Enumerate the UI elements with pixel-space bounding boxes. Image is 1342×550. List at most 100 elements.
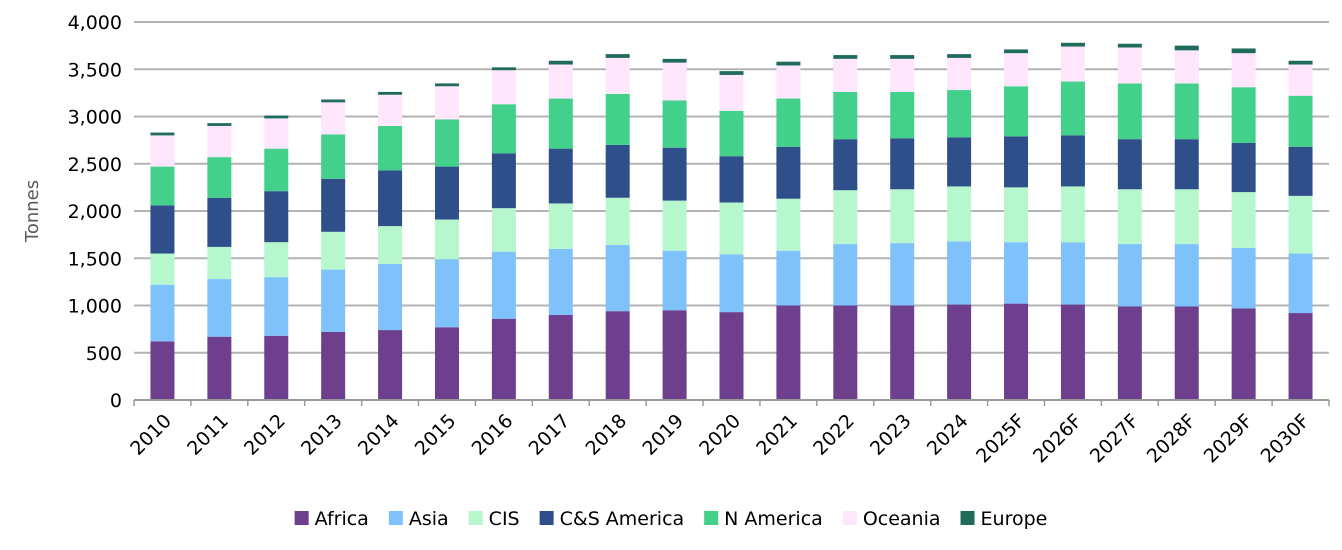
bar-segment-asia-2015 <box>434 259 459 328</box>
bar-segment-africa-2019 <box>662 310 687 400</box>
x-tick-label: 2016 <box>468 410 518 460</box>
bar-segment-asia-2011 <box>207 279 232 337</box>
x-tick-label: 2019 <box>638 410 688 460</box>
bar-segment-cis-2010 <box>150 253 175 285</box>
bar-segment-asia-2017 <box>548 248 573 315</box>
bar-segment-africa-2022 <box>833 305 858 400</box>
bar-segment-c-s-america-2018 <box>605 144 630 198</box>
bar-segment-europe-2018 <box>605 54 630 58</box>
bar-segment-cis-2029f <box>1231 192 1256 248</box>
bar-segment-oceania-2027f <box>1117 47 1142 84</box>
x-tick-label: 2015 <box>411 410 461 460</box>
bar-segment-cis-2028f <box>1174 189 1199 245</box>
bar-segment-c-s-america-2030f <box>1288 146 1313 196</box>
bar-segment-europe-2019 <box>662 58 687 63</box>
bar-segment-c-s-america-2020 <box>719 156 744 203</box>
bar-segment-cis-2016 <box>491 208 516 252</box>
bar-segment-africa-2017 <box>548 314 573 400</box>
legend-swatch <box>294 511 309 525</box>
bar-segment-africa-2025f <box>1004 303 1029 400</box>
bar-segment-africa-2011 <box>207 336 232 400</box>
bar-segment-oceania-2020 <box>719 74 744 111</box>
y-axis-title: Tonnes <box>22 180 43 243</box>
x-tick-label: 2020 <box>695 410 745 460</box>
bar-segment-cis-2026f <box>1060 186 1085 243</box>
y-tick-label: 1,500 <box>68 248 122 270</box>
bar-segment-oceania-2013 <box>321 102 346 135</box>
bar-segment-asia-2028f <box>1174 244 1199 307</box>
bar-segment-n-america-2015 <box>434 119 459 167</box>
x-tick-label: 2024 <box>923 410 973 460</box>
bar-segment-europe-2023 <box>890 55 915 59</box>
x-tick-label: 2023 <box>866 410 916 460</box>
bar-segment-n-america-2021 <box>776 98 801 147</box>
bar-segment-asia-2020 <box>719 254 744 313</box>
y-tick-label: 4,000 <box>68 12 122 34</box>
bar-segment-europe-2029f <box>1231 48 1256 54</box>
bar-segment-africa-2015 <box>434 327 459 400</box>
bar-segment-africa-2018 <box>605 311 630 400</box>
x-tick-label: 2028F <box>1143 410 1200 467</box>
bar-segment-africa-2028f <box>1174 306 1199 400</box>
bar-segment-oceania-2030f <box>1288 64 1313 96</box>
bar-segment-asia-2022 <box>833 244 858 306</box>
y-tick-label: 3,000 <box>68 107 122 129</box>
bar-segment-n-america-2025f <box>1004 86 1029 137</box>
bar-segment-n-america-2019 <box>662 100 687 148</box>
bars <box>150 42 1313 400</box>
bar-segment-asia-2026f <box>1060 242 1085 305</box>
bar-segment-cis-2027f <box>1117 189 1142 245</box>
bar-segment-cis-2025f <box>1004 187 1029 243</box>
bar-segment-asia-2018 <box>605 245 630 312</box>
legend-item-europe: Europe <box>960 508 1047 530</box>
bar-segment-c-s-america-2021 <box>776 146 801 199</box>
bar-segment-africa-2014 <box>378 330 403 400</box>
bar-segment-cis-2015 <box>434 219 459 260</box>
bar-segment-c-s-america-2024 <box>947 137 972 187</box>
bar-segment-oceania-2021 <box>776 65 801 99</box>
bar-segment-europe-2024 <box>947 54 972 58</box>
bar-segment-europe-2012 <box>264 115 289 119</box>
bar-segment-n-america-2017 <box>548 98 573 149</box>
legend-swatch <box>388 511 403 525</box>
bar-segment-europe-2017 <box>548 60 573 65</box>
x-tick-label: 2013 <box>297 410 347 460</box>
x-tick-label: 2017 <box>525 410 575 460</box>
legend-label: N America <box>724 508 823 530</box>
bar-segment-africa-2024 <box>947 304 972 400</box>
bar-segment-n-america-2012 <box>264 148 289 192</box>
bar-segment-n-america-2030f <box>1288 95 1313 147</box>
bar-segment-n-america-2026f <box>1060 81 1085 136</box>
bar-segment-asia-2021 <box>776 250 801 306</box>
bar-segment-n-america-2020 <box>719 110 744 157</box>
bar-segment-africa-2023 <box>890 305 915 400</box>
y-tick-label: 3,500 <box>68 59 122 81</box>
bar-segment-asia-2025f <box>1004 242 1029 304</box>
bar-segment-europe-2021 <box>776 61 801 66</box>
legend-label: Africa <box>315 508 369 530</box>
bar-segment-cis-2011 <box>207 246 232 280</box>
bar-segment-c-s-america-2017 <box>548 148 573 204</box>
bar-segment-n-america-2029f <box>1231 87 1256 143</box>
bar-segment-n-america-2022 <box>833 91 858 140</box>
legend-item-africa: Africa <box>294 508 369 530</box>
bar-segment-cis-2019 <box>662 200 687 251</box>
bar-segment-europe-2010 <box>150 132 175 136</box>
bar-segment-cis-2013 <box>321 231 346 270</box>
bar-segment-oceania-2011 <box>207 125 232 158</box>
bar-segment-africa-2013 <box>321 331 346 400</box>
bar-segment-europe-2027f <box>1117 43 1142 48</box>
x-tick-label: 2027F <box>1086 410 1143 467</box>
bar-segment-c-s-america-2027f <box>1117 139 1142 190</box>
bar-segment-oceania-2017 <box>548 64 573 99</box>
bar-segment-europe-2028f <box>1174 45 1199 51</box>
bar-segment-europe-2020 <box>719 71 744 75</box>
legend-swatch <box>539 511 554 525</box>
bar-segment-cis-2014 <box>378 226 403 264</box>
x-tick-label: 2021 <box>752 410 802 460</box>
bar-segment-africa-2027f <box>1117 306 1142 400</box>
bar-segment-oceania-2026f <box>1060 46 1085 82</box>
bar-segment-c-s-america-2013 <box>321 178 346 232</box>
bar-segment-c-s-america-2019 <box>662 147 687 201</box>
